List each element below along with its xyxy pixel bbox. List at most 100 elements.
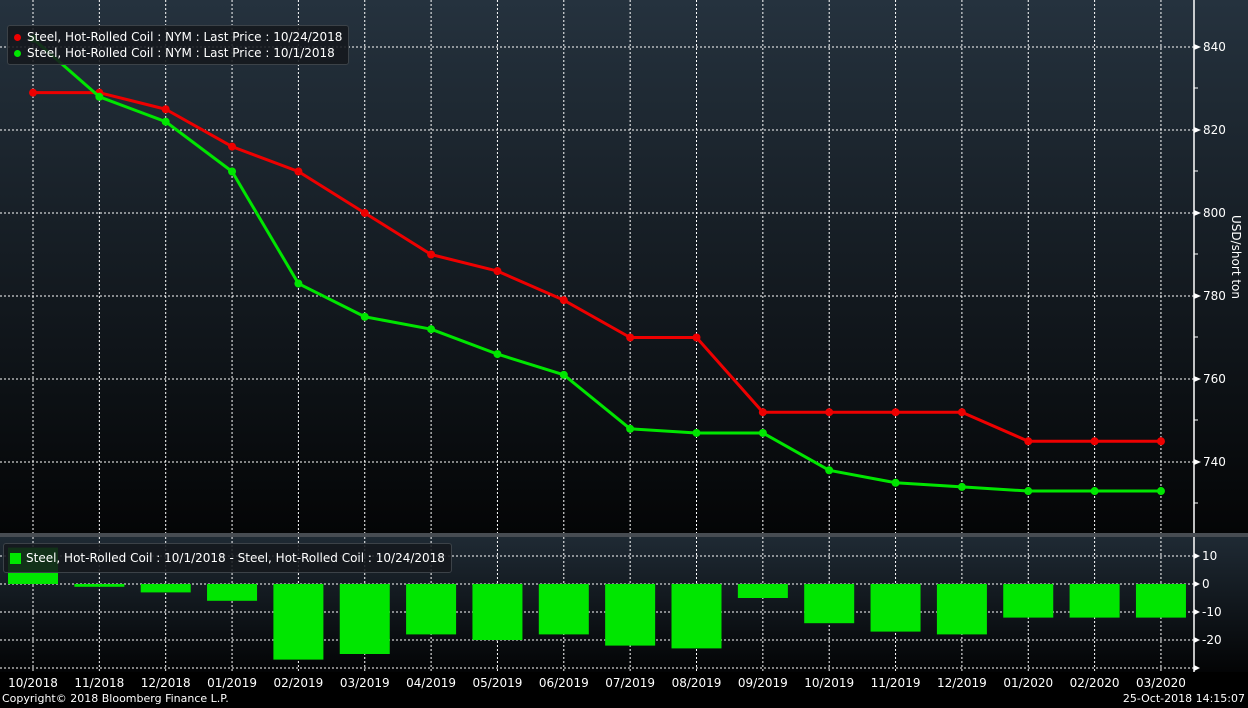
y-tick-marker (1194, 459, 1201, 465)
y-tick-marker (1194, 293, 1201, 299)
diff-bar[interactable] (406, 584, 457, 635)
data-point[interactable] (559, 296, 568, 305)
x-tick-label: 10/2019 (804, 676, 854, 690)
data-point[interactable] (427, 250, 436, 259)
x-tick-label: 08/2019 (672, 676, 722, 690)
bottom-legend: Steel, Hot-Rolled Coil : 10/1/2018 - Ste… (3, 543, 452, 573)
data-point[interactable] (1156, 487, 1165, 496)
diff-bar[interactable] (207, 584, 258, 601)
legend-item-diff[interactable]: Steel, Hot-Rolled Coil : 10/1/2018 - Ste… (10, 550, 445, 566)
y-tick-marker (1194, 376, 1201, 382)
data-point[interactable] (1024, 437, 1033, 446)
diff-bar[interactable] (339, 584, 390, 654)
x-tick-label: 12/2018 (141, 676, 191, 690)
diff-bar[interactable] (140, 584, 191, 593)
top-panel-background (0, 0, 1248, 533)
legend-item-green[interactable]: Steel, Hot-Rolled Coil : NYM : Last Pric… (14, 45, 342, 61)
x-tick-label: 01/2019 (207, 676, 257, 690)
data-point[interactable] (626, 333, 635, 342)
data-point[interactable] (493, 350, 502, 359)
y-axis-label: USD/short ton (1229, 215, 1243, 299)
data-point[interactable] (891, 408, 900, 417)
legend-label: Steel, Hot-Rolled Coil : NYM : Last Pric… (27, 46, 335, 60)
y-tick-label: 840 (1203, 40, 1226, 54)
data-point[interactable] (559, 370, 568, 379)
data-point[interactable] (228, 142, 237, 151)
data-point[interactable] (161, 105, 170, 114)
red-dot-icon (14, 33, 21, 41)
x-tick-label: 11/2019 (871, 676, 921, 690)
data-point[interactable] (758, 408, 767, 417)
top-legend: Steel, Hot-Rolled Coil : NYM : Last Pric… (7, 25, 350, 65)
data-point[interactable] (1090, 437, 1099, 446)
legend-item-red[interactable]: Steel, Hot-Rolled Coil : NYM : Last Pric… (14, 29, 342, 45)
y-tick-marker (1194, 581, 1200, 587)
y-tick-label: 760 (1203, 372, 1226, 386)
x-tick-label: 12/2019 (937, 676, 987, 690)
x-tick-label: 10/2018 (8, 676, 58, 690)
diff-bar[interactable] (538, 584, 589, 635)
x-tick-label: 02/2019 (273, 676, 323, 690)
y-tick-label: 780 (1203, 289, 1226, 303)
data-point[interactable] (758, 428, 767, 437)
data-point[interactable] (626, 424, 635, 433)
diff-bar[interactable] (74, 584, 125, 587)
data-point[interactable] (1090, 487, 1099, 496)
data-point[interactable] (493, 267, 502, 276)
x-tick-label: 03/2020 (1136, 676, 1186, 690)
diff-bar[interactable] (472, 584, 523, 640)
x-tick-label: 06/2019 (539, 676, 589, 690)
data-point[interactable] (891, 478, 900, 487)
data-point[interactable] (1156, 437, 1165, 446)
series-line-10-24-2018 (33, 91, 1161, 443)
diff-bar[interactable] (936, 584, 987, 635)
data-point[interactable] (360, 312, 369, 321)
diff-bar[interactable] (605, 584, 656, 646)
data-point[interactable] (29, 88, 37, 97)
data-point[interactable] (228, 167, 237, 176)
y-tick-label: -20 (1202, 633, 1222, 647)
y-tick-marker (1194, 553, 1200, 559)
data-point[interactable] (161, 117, 170, 126)
timestamp: 25-Oct-2018 14:15:07 (1122, 692, 1245, 705)
data-point[interactable] (294, 167, 303, 176)
diff-bar[interactable] (1069, 584, 1120, 618)
green-square-icon (10, 552, 21, 564)
y-tick-label: 740 (1203, 455, 1226, 469)
data-point[interactable] (957, 408, 966, 417)
data-point[interactable] (360, 209, 369, 217)
x-tick-label: 07/2019 (605, 676, 655, 690)
data-point[interactable] (95, 92, 104, 101)
diff-bar[interactable] (273, 584, 324, 660)
y-tick-marker (1194, 210, 1201, 216)
green-dot-icon (14, 49, 21, 57)
data-point[interactable] (692, 428, 701, 437)
data-point[interactable] (825, 466, 834, 475)
panel-divider[interactable] (0, 533, 1248, 537)
y-tick-marker (1194, 44, 1201, 50)
data-point[interactable] (427, 325, 436, 334)
x-tick-label: 09/2019 (738, 676, 788, 690)
y-tick-label: 0 (1202, 577, 1210, 591)
y-tick-marker (1194, 637, 1200, 643)
diff-bar[interactable] (671, 584, 722, 649)
diff-bar[interactable] (804, 584, 855, 624)
diff-bar[interactable] (1003, 584, 1054, 618)
data-point[interactable] (294, 279, 303, 288)
y-tick-label: 800 (1203, 206, 1226, 220)
data-point[interactable] (825, 408, 834, 417)
legend-label: Steel, Hot-Rolled Coil : 10/1/2018 - Ste… (26, 551, 445, 565)
x-tick-label: 05/2019 (473, 676, 523, 690)
data-point[interactable] (957, 482, 966, 491)
x-tick-label: 02/2020 (1070, 676, 1120, 690)
x-tick-label: 01/2020 (1003, 676, 1053, 690)
data-point[interactable] (692, 333, 701, 342)
y-tick-label: -10 (1202, 605, 1222, 619)
x-tick-label: 04/2019 (406, 676, 456, 690)
diff-bar[interactable] (870, 584, 921, 632)
diff-bar[interactable] (1135, 584, 1186, 618)
diff-bar[interactable] (737, 584, 788, 598)
x-tick-label: 03/2019 (340, 676, 390, 690)
data-point[interactable] (1024, 487, 1033, 496)
